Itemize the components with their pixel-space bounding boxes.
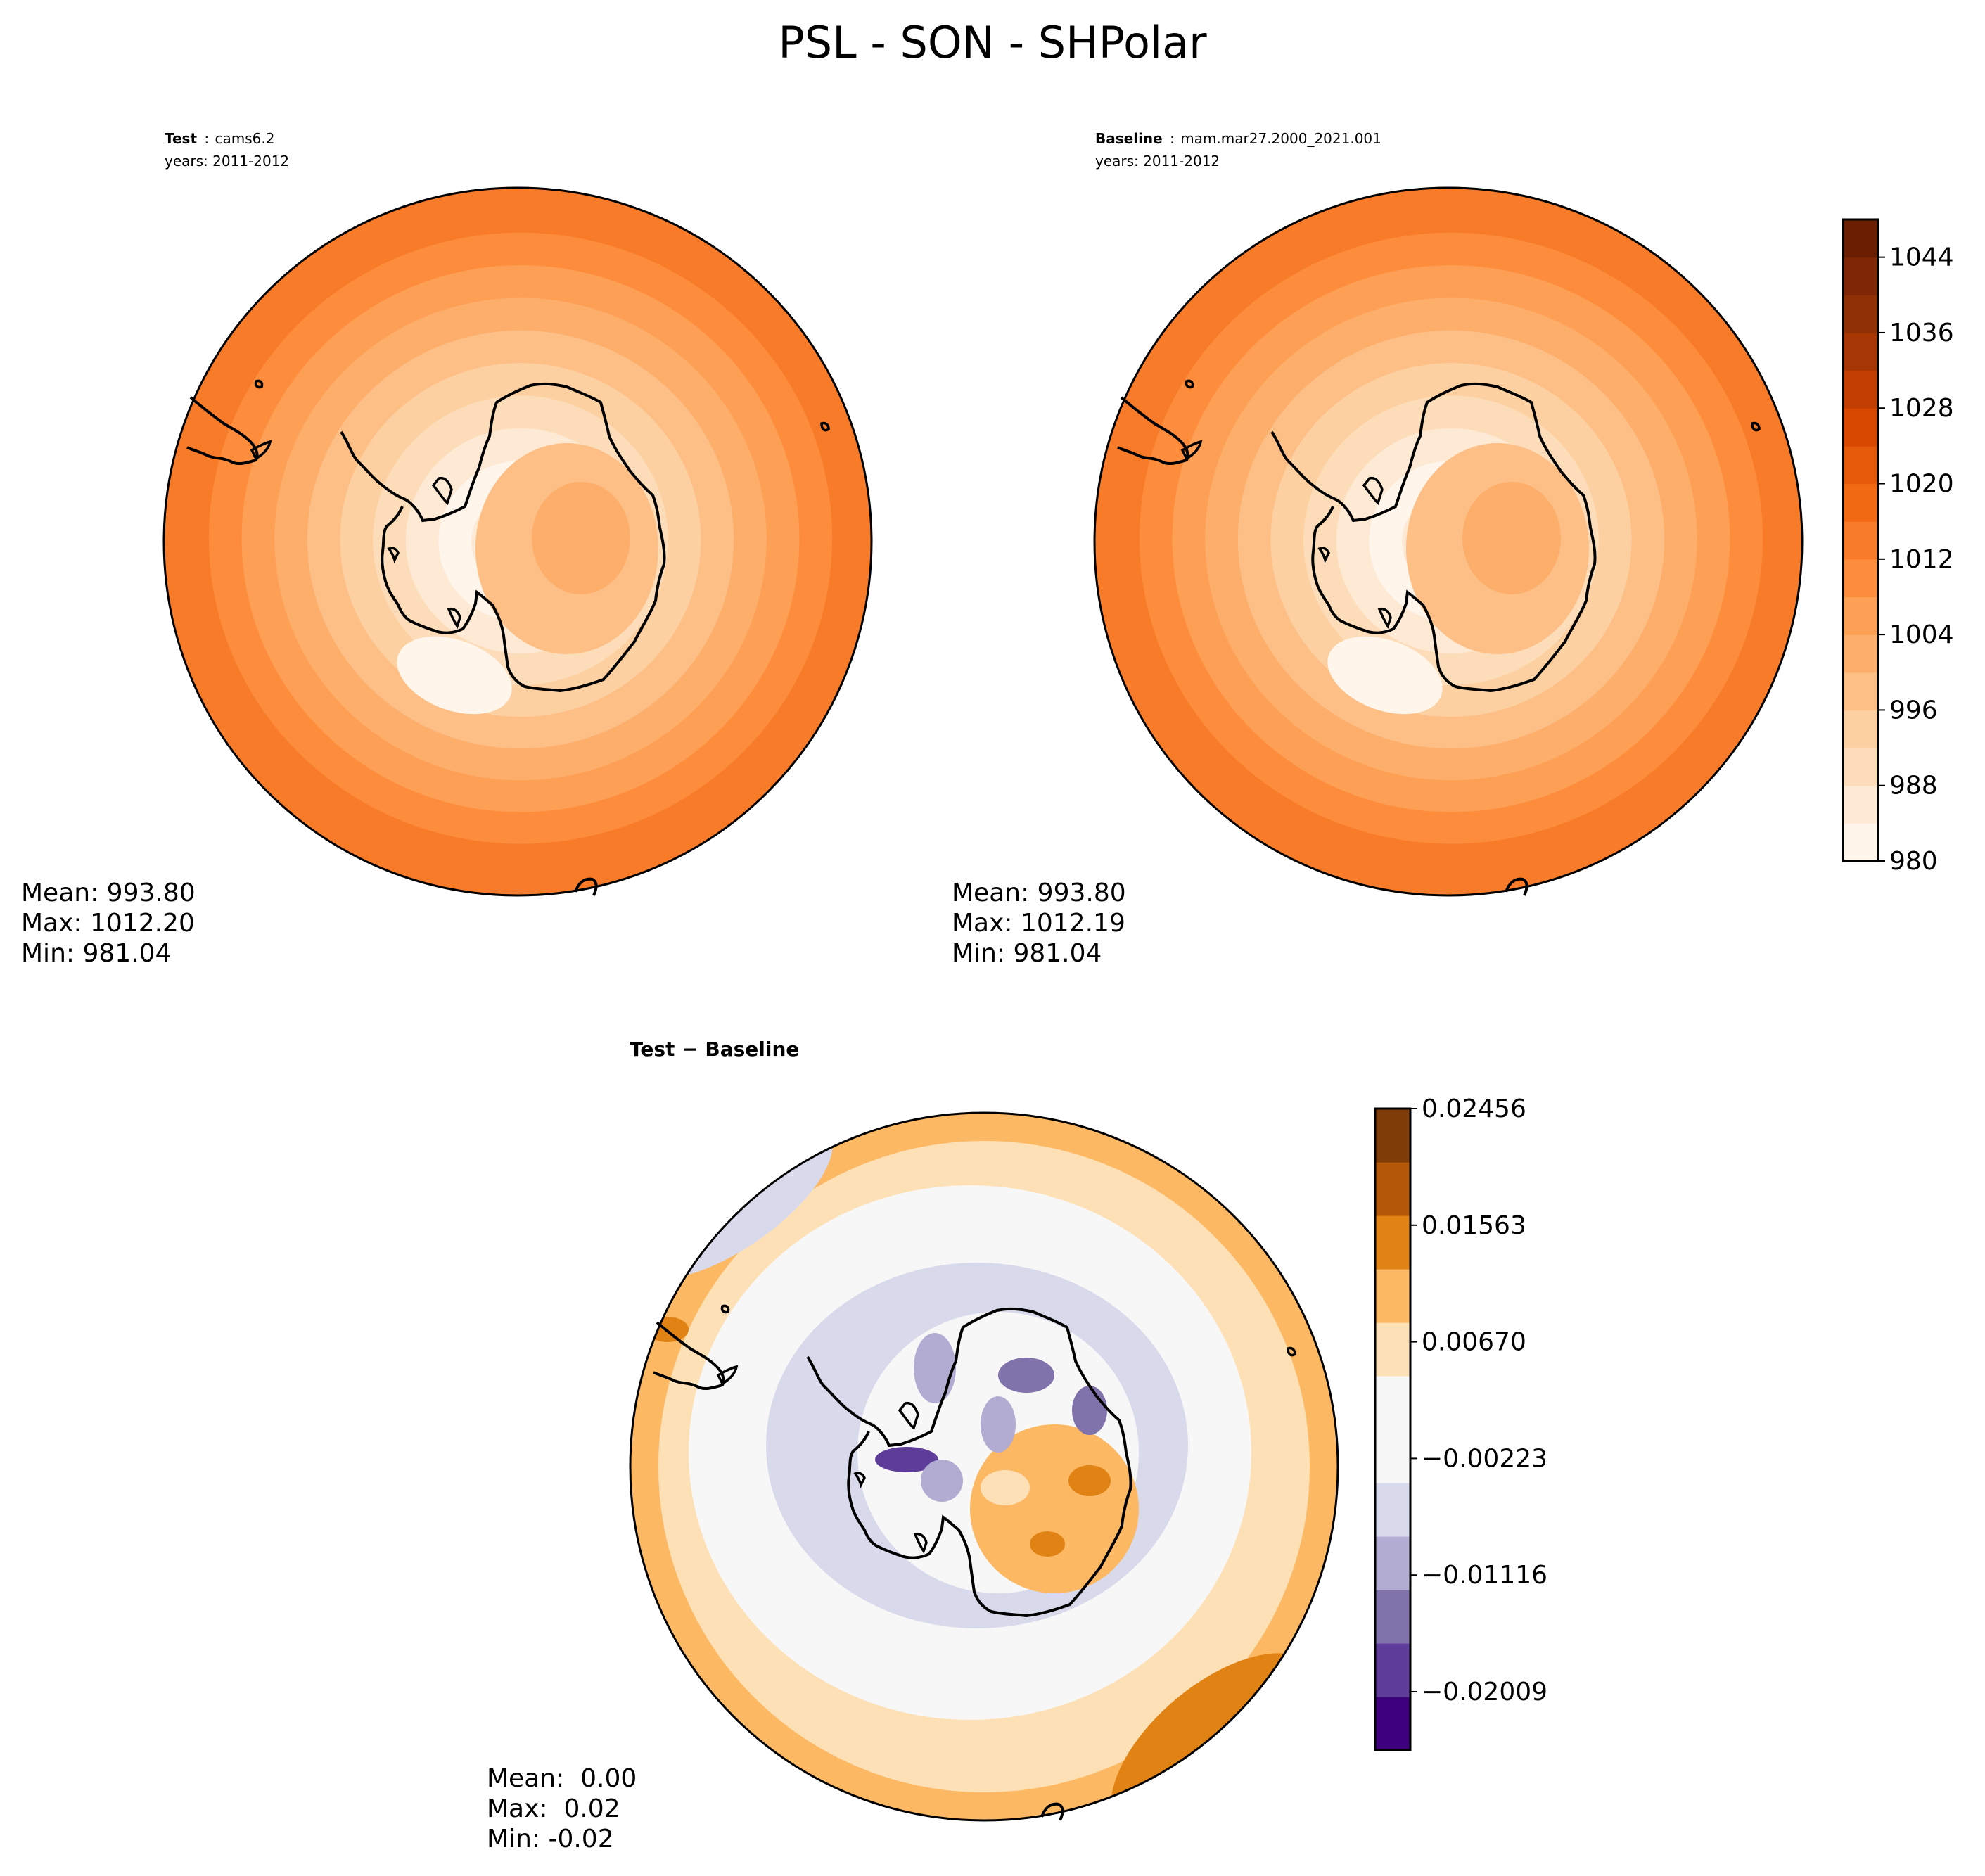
colorbar-difference-tick-label: 0.02456 bbox=[1422, 1095, 1526, 1123]
panel-difference: Test − Baseline Mean: 0.00 Max: 0.02 Min… bbox=[487, 1038, 1339, 1853]
colorbar-absolute-swatch bbox=[1843, 596, 1878, 635]
panel-test-case: cams6.2 bbox=[215, 130, 274, 147]
panel-difference-header: Test − Baseline bbox=[630, 1038, 799, 1061]
colorbar-absolute-swatch bbox=[1843, 559, 1878, 598]
psl-low bbox=[1327, 636, 1443, 715]
colorbar-absolute-tick-label: 996 bbox=[1889, 696, 1938, 725]
colorbar-difference-tick-label: 0.01563 bbox=[1422, 1211, 1526, 1240]
colorbar-absolute-swatch bbox=[1843, 785, 1878, 824]
colorbar-difference-swatch bbox=[1375, 1322, 1410, 1377]
colorbar-absolute-swatch bbox=[1843, 445, 1878, 485]
colorbar-difference-swatch bbox=[1375, 1109, 1410, 1163]
colorbar-absolute-swatch bbox=[1843, 295, 1878, 333]
panel-baseline-header: Baseline : mam.mar27.2000_2021.001 bbox=[1095, 130, 1381, 147]
panel-baseline-max: Max: 1012.19 bbox=[952, 909, 1125, 938]
colorbar-absolute-tick-label: 988 bbox=[1889, 772, 1938, 800]
colorbar-absolute: 980 988 996 1004 1012 1020 1028 1036 1044 bbox=[1842, 218, 1954, 876]
psl-plateau-core bbox=[532, 482, 630, 594]
colorbar-difference-swatch bbox=[1375, 1536, 1410, 1590]
colorbar-absolute-tick-label: 980 bbox=[1889, 847, 1938, 876]
panel-baseline-case: mam.mar27.2000_2021.001 bbox=[1180, 130, 1381, 147]
panel-baseline-sep: : bbox=[1170, 130, 1175, 147]
panel-test-label: Test bbox=[165, 130, 197, 147]
diff-spot bbox=[914, 1333, 956, 1403]
colorbar-difference-tick-label: −0.02009 bbox=[1422, 1678, 1547, 1706]
diff-spot bbox=[875, 1447, 938, 1472]
panel-difference-map bbox=[630, 1113, 1338, 1820]
panel-baseline-min: Min: 981.04 bbox=[952, 939, 1102, 968]
panel-test-sep: : bbox=[204, 130, 209, 147]
colorbar-difference-frame bbox=[1374, 1107, 1412, 1751]
colorbar-difference-swatch bbox=[1375, 1269, 1410, 1323]
panel-difference-mean: Mean: 0.00 bbox=[487, 1764, 637, 1793]
colorbar-absolute-swatch bbox=[1843, 634, 1878, 673]
colorbar-absolute-swatch bbox=[1843, 823, 1878, 862]
panel-baseline: Baseline : mam.mar27.2000_2021.001 years… bbox=[952, 130, 1804, 968]
colorbar-absolute-tick-label: 1004 bbox=[1889, 620, 1954, 649]
colorbar-difference-swatch bbox=[1375, 1483, 1410, 1537]
colorbar-absolute-tick-label: 1028 bbox=[1889, 394, 1954, 423]
colorbar-difference-swatch bbox=[1375, 1643, 1410, 1697]
diff-spot bbox=[998, 1358, 1054, 1393]
panel-baseline-years: years: 2011-2012 bbox=[1095, 153, 1220, 170]
colorbar-absolute-swatch bbox=[1843, 672, 1878, 711]
colorbar-difference-swatch bbox=[1375, 1376, 1410, 1430]
colorbar-absolute-swatch bbox=[1843, 710, 1878, 748]
colorbar-absolute-swatch bbox=[1843, 521, 1878, 560]
panel-difference-max: Max: 0.02 bbox=[487, 1794, 620, 1823]
colorbar-absolute-swatch bbox=[1843, 332, 1878, 371]
colorbar-absolute-swatch bbox=[1843, 408, 1878, 447]
colorbar-absolute-tick-label: 1044 bbox=[1889, 243, 1954, 272]
colorbar-difference-swatch bbox=[1375, 1215, 1410, 1270]
colorbar-difference: −0.02009 −0.01116 −0.00223 0.00670 0.01563 0.… bbox=[1374, 1095, 1547, 1751]
colorbar-difference-tick-label: −0.01116 bbox=[1422, 1561, 1547, 1590]
colorbar-absolute-tick-label: 1020 bbox=[1889, 470, 1954, 499]
colorbar-absolute-swatch bbox=[1843, 748, 1878, 786]
colorbar-absolute-swatch bbox=[1843, 257, 1878, 295]
figure-title: PSL - SON - SHPolar bbox=[778, 17, 1207, 68]
colorbar-difference-swatch bbox=[1375, 1697, 1410, 1751]
panel-difference-min: Min: -0.02 bbox=[487, 1825, 614, 1853]
panel-baseline-boundary bbox=[1093, 186, 1804, 897]
psl-plateau-core bbox=[1462, 482, 1561, 594]
diff-spot bbox=[1068, 1465, 1111, 1496]
panel-test-years: years: 2011-2012 bbox=[165, 153, 289, 170]
panel-test-min: Min: 981.04 bbox=[21, 939, 171, 968]
colorbar-absolute-swatch bbox=[1843, 483, 1878, 522]
panel-test-boundary bbox=[162, 186, 873, 897]
colorbar-difference-tick-label: 0.00670 bbox=[1422, 1328, 1526, 1357]
colorbar-difference-swatch bbox=[1375, 1590, 1410, 1644]
panel-test-header: Test : cams6.2 bbox=[165, 130, 274, 147]
panel-test: Test : cams6.2 years: 2011-2012 Mean: 99… bbox=[21, 130, 873, 968]
colorbar-absolute-swatch bbox=[1843, 219, 1878, 258]
diff-spot bbox=[921, 1460, 963, 1502]
diff-spot bbox=[1072, 1386, 1107, 1435]
diff-spot bbox=[1030, 1531, 1065, 1557]
panel-test-mean: Mean: 993.80 bbox=[21, 879, 196, 907]
colorbar-absolute-tick-label: 1012 bbox=[1889, 545, 1954, 574]
diff-spot bbox=[981, 1470, 1030, 1505]
colorbar-difference-tick-label: −0.00223 bbox=[1422, 1444, 1547, 1473]
panel-difference-boundary bbox=[629, 1111, 1339, 1822]
colorbar-absolute-frame bbox=[1842, 218, 1879, 862]
panel-baseline-mean: Mean: 993.80 bbox=[952, 879, 1126, 907]
panel-baseline-label: Baseline bbox=[1095, 130, 1163, 147]
colorbar-absolute-tick-label: 1036 bbox=[1889, 319, 1954, 347]
psl-low bbox=[397, 636, 512, 715]
colorbar-difference-swatch bbox=[1375, 1429, 1410, 1483]
diff-spot bbox=[981, 1396, 1016, 1453]
colorbar-difference-swatch bbox=[1375, 1162, 1410, 1216]
colorbar-absolute-swatch bbox=[1843, 370, 1878, 409]
panel-test-max: Max: 1012.20 bbox=[21, 909, 195, 938]
panel-baseline-map bbox=[1094, 188, 1802, 895]
panel-test-map bbox=[164, 188, 872, 895]
